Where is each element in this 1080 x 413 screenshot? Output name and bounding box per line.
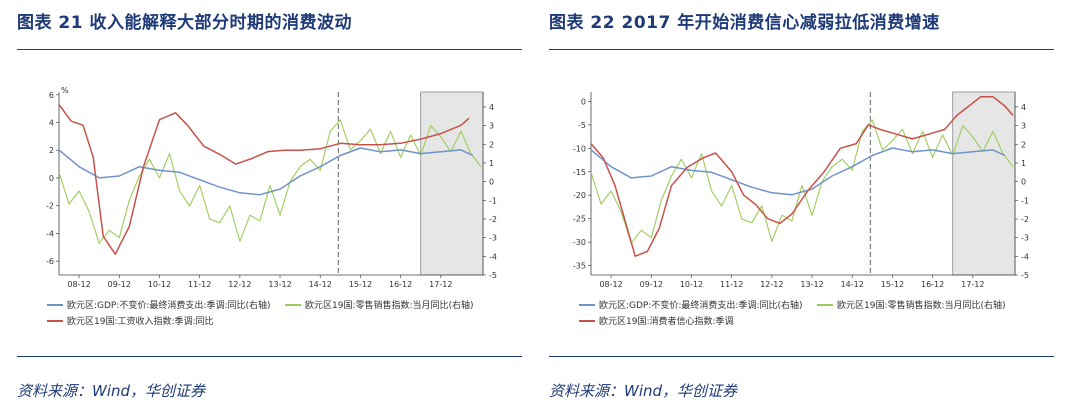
right-tick-label: -5 [489,271,497,280]
chart-title: 图表 22 2017 年开始消费信心减弱拉低消费增速 [549,13,940,33]
right-tick-label: -5 [1021,271,1029,280]
title-rule [549,49,1054,50]
right-tick-label: 3 [489,122,494,131]
left-tick-label: -35 [573,262,586,271]
x-tick-label: 12-12 [760,280,783,289]
right-tick-label: -2 [489,215,497,224]
right-tick-label: 4 [1021,103,1026,112]
source-note: 资料来源：Wind，华创证券 [549,382,738,400]
right-tick-label: 1 [1021,159,1026,168]
left-tick-label: -25 [573,215,586,224]
legend-label: 欧元区19国:零售销售指数:当月同比(右轴) [305,299,474,311]
source-note: 资料来源：Wind，华创证券 [17,382,206,400]
x-tick-label: 11-12 [720,280,743,289]
x-tick-label: 08-12 [67,280,90,289]
retail-series [58,119,482,244]
third-series [590,95,1014,257]
left-tick-label: 0 [581,97,586,106]
legend-label: 欧元区:GDP:不变价:最终消费支出:季调:同比(右轴) [67,299,271,311]
left-tick-label: 6 [49,91,54,100]
left-tick-label: -10 [573,144,586,153]
retail-series [590,119,1014,244]
right-tick-label: 0 [489,178,494,187]
x-tick-label: 09-12 [640,280,663,289]
chart-panel-22: 图表 22 2017 年开始消费信心减弱拉低消费增速 0 -5 -10 -15 -20-… [549,0,1054,413]
left-tick-label: -5 [578,121,586,130]
footer-rule [17,356,522,357]
right-tick-label: -3 [1021,234,1029,243]
gdp-series [58,147,474,196]
left-tick-label: 4 [49,119,54,128]
x-tick-label: 15-12 [349,280,372,289]
right-tick-label: 0 [1021,178,1026,187]
legend-label: 欧元区19国:工资收入指数:季调:同比 [67,315,214,327]
left-tick-label: -15 [573,168,586,177]
right-tick-label: -4 [1021,252,1029,261]
right-tick-label: 4 [489,103,494,112]
legend-label: 欧元区19国:消费者信心指数:季调 [599,315,734,327]
third-series [58,104,470,255]
x-tick-label: 09-12 [108,280,131,289]
gdp-series [590,147,1006,196]
right-tick-label: 1 [489,159,494,168]
x-tick-label: 14-12 [309,280,332,289]
title-rule [17,49,522,50]
x-tick-label: 12-12 [228,280,251,289]
left-tick-label: -2 [46,202,54,211]
shaded-period [420,91,484,276]
x-tick-label: 16-12 [389,280,412,289]
line-chart: 0 -5 -10 -15 -20 -25 -30 -35 4 3 2 1 0 -1 -2 -3 -4 -5 08-1… [573,91,1029,327]
footer-rule [549,356,1054,357]
chart-panel-21: 图表 21 收入能解释大部分时期的消费波动 6 4 2 0 -2 -4 -6% 4 3 2 1 0 -1… [17,0,522,413]
x-tick-label: 13-12 [800,280,823,289]
left-tick-label: -4 [46,229,54,238]
right-tick-label: -2 [1021,215,1029,224]
left-axis-unit: % [61,86,69,95]
right-tick-label: 2 [489,140,494,149]
legend-label: 欧元区:GDP:不变价:最终消费支出:季调:同比(右轴) [599,299,803,311]
x-tick-label: 14-12 [841,280,864,289]
right-tick-label: 3 [1021,122,1026,131]
x-tick-label: 11-12 [188,280,211,289]
right-tick-label: -1 [1021,196,1029,205]
chart-title: 图表 21 收入能解释大部分时期的消费波动 [17,13,352,33]
left-tick-label: -6 [46,257,54,266]
right-tick-label: -1 [489,196,497,205]
legend-label: 欧元区19国:零售销售指数:当月同比(右轴) [837,299,1006,311]
x-tick-label: 13-12 [268,280,291,289]
x-tick-label: 16-12 [921,280,944,289]
left-tick-label: -20 [573,191,586,200]
x-tick-label: 17-12 [429,280,452,289]
x-tick-label: 10-12 [148,280,171,289]
x-tick-label: 15-12 [881,280,904,289]
line-chart: 6 4 2 0 -2 -4 -6% 4 3 2 1 0 -1 -2 -3 -4 -5 08-12 09-12 10-1… [46,86,497,327]
left-tick-label: 2 [49,146,54,155]
shaded-period [952,91,1016,276]
left-tick-label: -30 [573,238,586,247]
right-tick-label: -4 [489,252,497,261]
left-tick-label: 0 [49,174,54,183]
x-tick-label: 10-12 [680,280,703,289]
right-tick-label: -3 [489,234,497,243]
x-tick-label: 08-12 [599,280,622,289]
right-tick-label: 2 [1021,140,1026,149]
x-tick-label: 17-12 [961,280,984,289]
